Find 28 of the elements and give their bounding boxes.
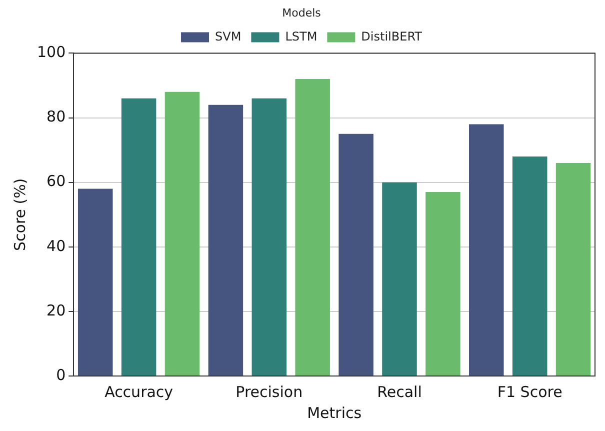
x-tick-label: Accuracy (104, 382, 174, 401)
y-tick-label: 80 (46, 108, 66, 126)
y-tick-label: 40 (46, 236, 66, 255)
legend-label: DistilBERT (361, 29, 423, 44)
bar (295, 79, 330, 376)
bar (512, 156, 548, 376)
bar (426, 192, 460, 376)
bar (556, 162, 591, 376)
y-tick-label: 100 (36, 43, 66, 62)
y-tick-label: 20 (46, 301, 66, 320)
x-tick-label: F1 Score (497, 382, 562, 401)
legend-label: LSTM (285, 29, 318, 44)
y-tick-label: 0 (56, 366, 66, 384)
bar (338, 134, 374, 376)
bar (208, 104, 244, 376)
x-tick-label: Recall (377, 382, 422, 401)
y-tick-label: 60 (46, 172, 66, 190)
x-tick-label: Precision (236, 382, 303, 401)
bar (78, 188, 113, 376)
bar (121, 98, 156, 376)
x-axis-title: Metrics (307, 404, 362, 422)
bar (382, 182, 417, 376)
legend-title: Models (282, 6, 322, 20)
legend-label: SVM (215, 29, 242, 44)
bar (469, 124, 504, 376)
bar (164, 92, 200, 376)
bar (252, 98, 287, 376)
y-axis-title: Score (%) (10, 178, 29, 251)
